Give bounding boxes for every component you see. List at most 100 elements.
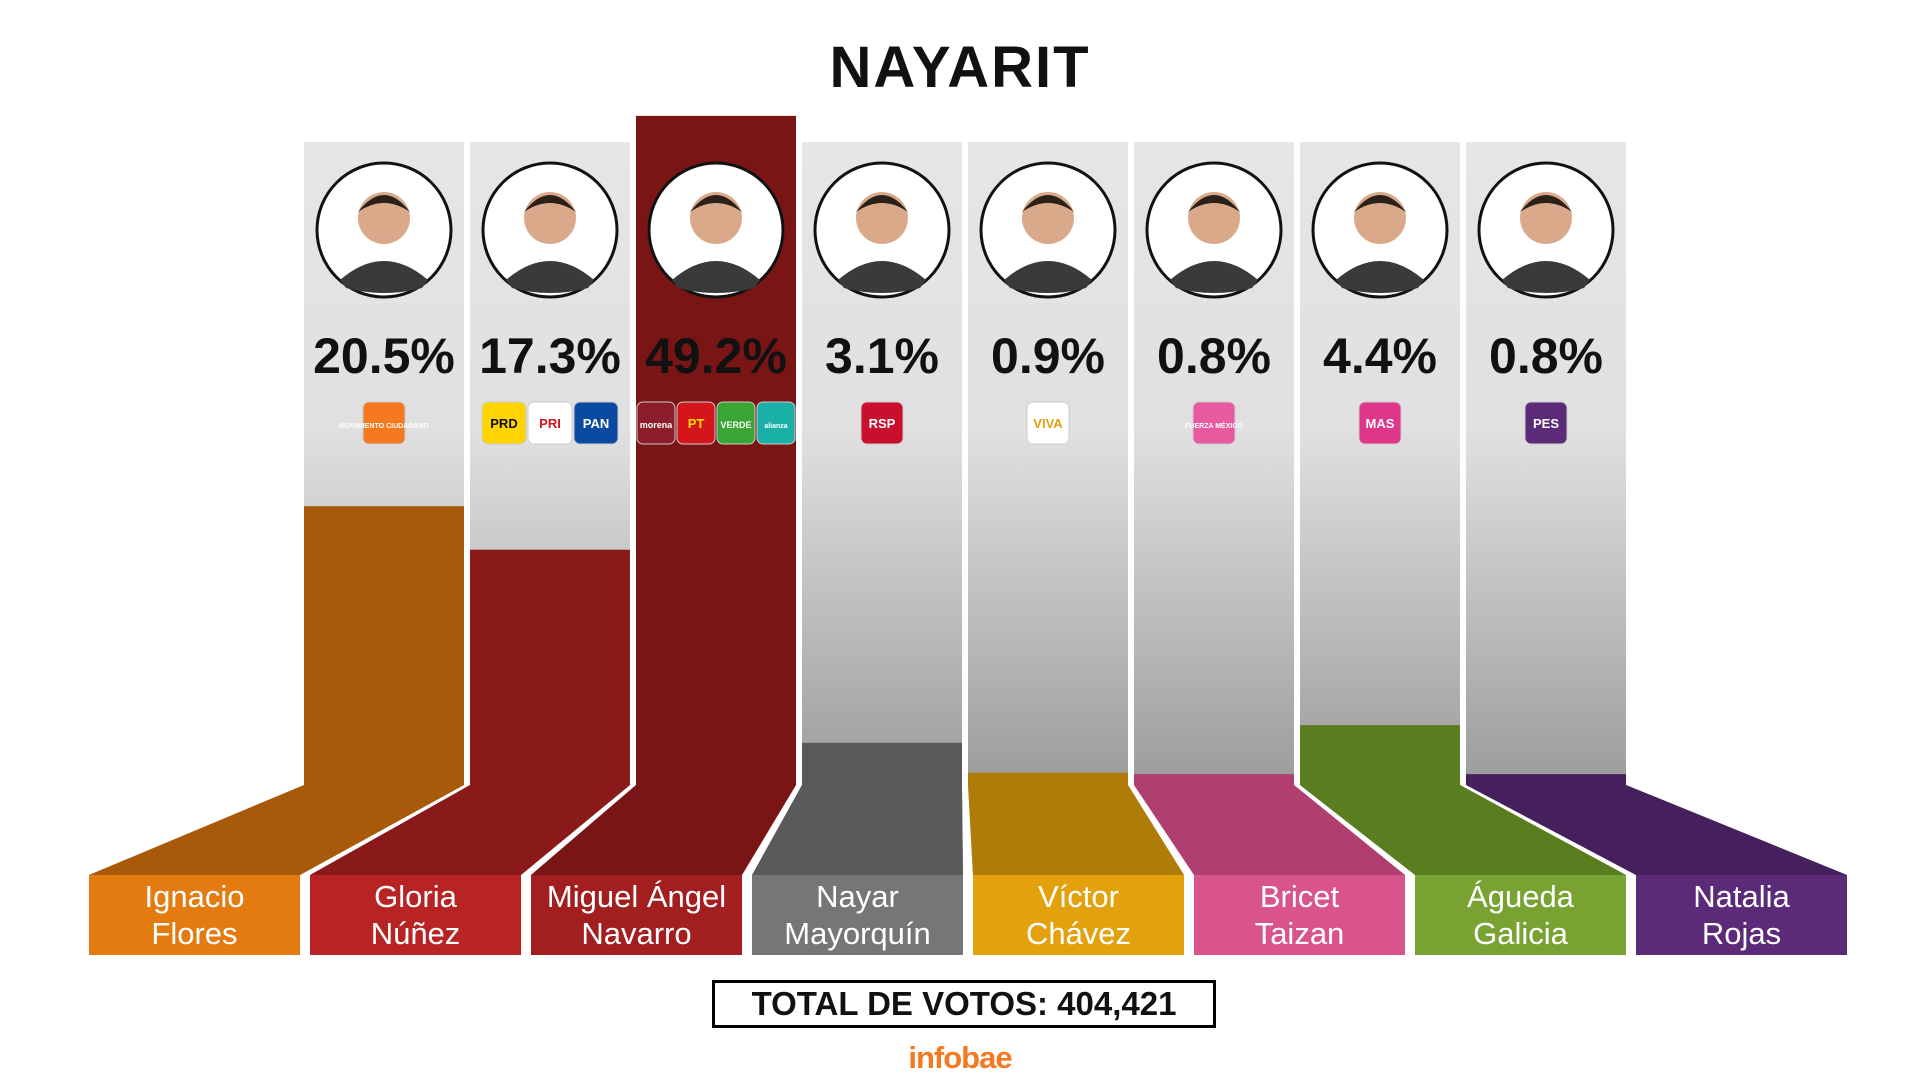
- percentage-label: 0.9%: [991, 328, 1105, 384]
- candidate-name-line2: Chávez: [1026, 916, 1131, 951]
- party-logo-label: MAS: [1366, 416, 1395, 431]
- party-logo: VIVA: [1026, 401, 1070, 445]
- party-logo-bg: [756, 401, 796, 445]
- candidate-name-line2: Rojas: [1702, 916, 1781, 951]
- party-logo-label: MOVIMIENTO CIUDADANO: [339, 423, 429, 430]
- party-logo: alianza: [756, 401, 796, 445]
- percentage-label: 0.8%: [1489, 328, 1603, 384]
- party-logo-bg: [1524, 401, 1568, 445]
- avatar-shoulders: [1170, 261, 1258, 293]
- party-logo: PES: [1524, 401, 1568, 445]
- avatar-hair: [690, 195, 742, 212]
- party-logo-bg: [1358, 401, 1402, 445]
- party-logo-label: PRD: [490, 416, 517, 431]
- vote-bar: [1300, 725, 1460, 785]
- vote-bar-funnel: [89, 785, 464, 875]
- party-logo: PRD: [481, 401, 527, 445]
- party-logo-bg: [676, 401, 716, 445]
- party-logo-label: alianza: [764, 423, 787, 430]
- candidate-name-line1: Víctor: [1038, 879, 1119, 914]
- vote-bar: [1466, 774, 1626, 785]
- candidate-name-line2: Flores: [151, 916, 237, 951]
- candidate-label-box: [1194, 875, 1405, 955]
- party-logo-label: RSP: [869, 416, 896, 431]
- party-logo: FUERZA MÉXICO: [1185, 401, 1243, 445]
- avatar-shoulders: [1502, 261, 1590, 293]
- avatar-hair: [1354, 195, 1406, 212]
- party-logo-bg: [527, 401, 573, 445]
- chart-title: NAYARIT: [829, 35, 1091, 100]
- candidate-label-box: [89, 875, 300, 955]
- party-logo-bg: [481, 401, 527, 445]
- percentage-label: 49.2%: [645, 328, 787, 384]
- vote-bar-funnel: [1466, 785, 1847, 875]
- vote-bar-funnel: [1134, 785, 1405, 875]
- candidate-name-line1: Natalia: [1693, 879, 1790, 914]
- avatar-shoulders: [1004, 261, 1092, 293]
- avatar-hair: [1022, 195, 1074, 212]
- vote-bar-funnel: [968, 785, 1184, 875]
- candidate-name-line1: Gloria: [374, 879, 457, 914]
- party-logo: PRI: [527, 401, 573, 445]
- vote-bar-funnel: [1300, 785, 1626, 875]
- candidate-name-line2: Taizan: [1255, 916, 1345, 951]
- candidate-label-box: [310, 875, 521, 955]
- candidate-name-line2: Navarro: [581, 916, 691, 951]
- party-logo-bg: [1026, 401, 1070, 445]
- candidate-name-line1: Ignacio: [145, 879, 245, 914]
- candidate-label-box: [973, 875, 1184, 955]
- party-logo-bg: [1192, 401, 1236, 445]
- avatar-shoulders: [838, 261, 926, 293]
- avatar-hair: [524, 195, 576, 212]
- avatar-shoulders: [672, 261, 760, 293]
- party-logo-label: PT: [688, 416, 705, 431]
- candidate-name-line2: Galicia: [1473, 916, 1569, 951]
- brand-logo: infobae: [908, 1040, 1012, 1075]
- avatar-shoulders: [1336, 261, 1424, 293]
- party-logo-label: PAN: [583, 416, 609, 431]
- candidate-name-line1: Nayar: [816, 879, 899, 914]
- party-logo: morena: [636, 401, 676, 445]
- party-logo-bg: [362, 401, 406, 445]
- candidate-name-line2: Núñez: [371, 916, 461, 951]
- avatar-shoulders: [340, 261, 428, 293]
- party-logo-bg: [636, 401, 676, 445]
- percentage-label: 0.8%: [1157, 328, 1271, 384]
- percentage-label: 20.5%: [313, 328, 455, 384]
- avatar-hair: [1520, 195, 1572, 212]
- candidate-name-line2: Mayorquín: [784, 916, 930, 951]
- party-logo: MOVIMIENTO CIUDADANO: [339, 401, 429, 445]
- party-logo-bg: [716, 401, 756, 445]
- candidate-label-box: [752, 875, 963, 955]
- avatar-hair: [1188, 195, 1240, 212]
- party-logo: RSP: [860, 401, 904, 445]
- party-logo-label: VERDE: [720, 420, 751, 430]
- candidate-name-line1: Bricet: [1260, 879, 1340, 914]
- party-logo-bg: [860, 401, 904, 445]
- party-logo-label: PRI: [539, 416, 561, 431]
- vote-bar: [304, 506, 464, 785]
- party-logo-label: morena: [640, 420, 674, 430]
- avatar-shoulders: [506, 261, 594, 293]
- vote-bar-funnel: [531, 785, 796, 875]
- vote-bar: [968, 772, 1128, 785]
- percentage-label: 3.1%: [825, 328, 939, 384]
- vote-bar-funnel: [752, 785, 963, 875]
- candidate-label-box: [1415, 875, 1626, 955]
- party-logo: VERDE: [716, 401, 756, 445]
- vote-bar: [1134, 774, 1294, 785]
- candidate-name-line1: Águeda: [1467, 879, 1575, 914]
- vote-bar: [470, 549, 630, 785]
- candidate-name-line1: Miguel Ángel: [547, 879, 726, 914]
- party-logo-label: FUERZA MÉXICO: [1185, 421, 1243, 430]
- party-logo: PAN: [573, 401, 619, 445]
- vote-bar: [802, 742, 962, 785]
- party-logo-label: VIVA: [1033, 416, 1063, 431]
